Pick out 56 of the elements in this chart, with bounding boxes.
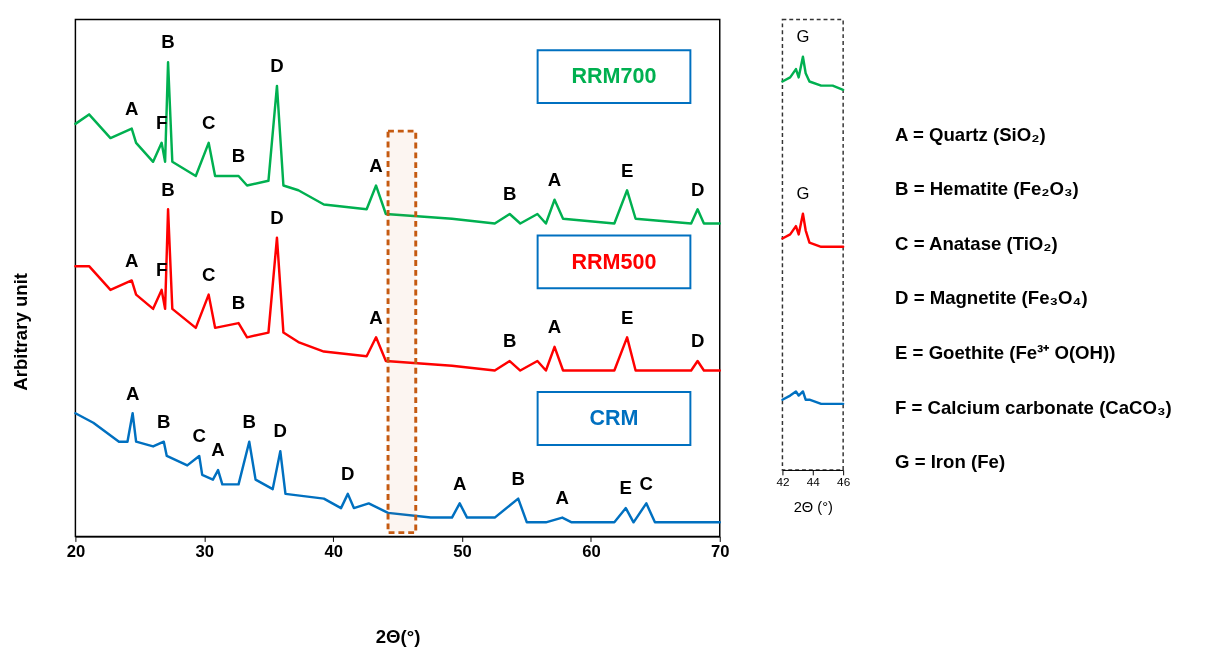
x-tick-label: 20 [66,541,86,561]
annotation: A [555,486,569,508]
annotation: D [270,55,284,77]
annotation: B [161,178,175,200]
text: E = Goethite (Fe³⁺ O(OH)) [895,342,1116,364]
annotation: A [452,472,467,494]
text: B = Hematite (Fe₂O₃) [895,178,1079,200]
text: RRM700 [571,64,657,89]
x-tick-label: 40 [324,541,343,561]
annotation: E [620,306,634,328]
x-axis-title: 2Θ (°) [793,498,833,515]
annotation: B [231,145,246,167]
annotation: B [502,330,517,352]
x-tick-label: 42 [776,475,790,489]
text: CRM [589,406,639,431]
text: G = Iron (Fe) [895,451,1006,473]
x-tick-label: 46 [837,475,851,489]
text: F = Calcium carbonate (CaCO₃) [895,396,1172,418]
annotation: C [201,112,216,134]
annotation: A [547,316,562,338]
annotation: D [341,463,355,485]
annotation: A [125,249,139,271]
x-axis-title: 2Θ(°) [375,625,421,647]
text: RRM500 [571,249,657,274]
annotation: C [639,472,654,494]
annotation: E [620,159,634,181]
annotation: B [161,31,175,53]
annotation: A [369,306,383,328]
annotation: B [231,292,246,314]
annotation: G [796,27,810,47]
x-tick-label: 70 [711,541,730,561]
annotation: A [125,97,139,119]
annotation: B [157,410,171,432]
annotation: B [502,183,517,205]
annotation: C [192,425,206,447]
annotation: C [201,263,216,285]
annotation: A [125,382,140,404]
annotation: D [273,420,288,442]
text: D = Magnetite (Fe₃O₄) [895,287,1088,309]
text: C = Anatase (TiO₂) [895,232,1058,254]
x-tick-label: 44 [806,475,821,489]
annotation: B [511,467,525,489]
y-axis-title: Arbitrary unit [10,273,32,391]
x-tick-label: 50 [453,541,472,561]
annotation: A [211,439,225,461]
text: A = Quartz (SiO₂) [895,123,1046,145]
annotation: D [270,207,284,229]
annotation: B [242,410,256,432]
annotation: D [690,178,705,200]
annotation: D [690,330,705,352]
x-tick-label: 30 [195,541,215,561]
annotation: A [369,154,383,176]
annotation: E [619,477,633,499]
x-tick-label: 60 [582,541,601,561]
annotation: G [796,184,810,204]
annotation: A [547,169,562,191]
